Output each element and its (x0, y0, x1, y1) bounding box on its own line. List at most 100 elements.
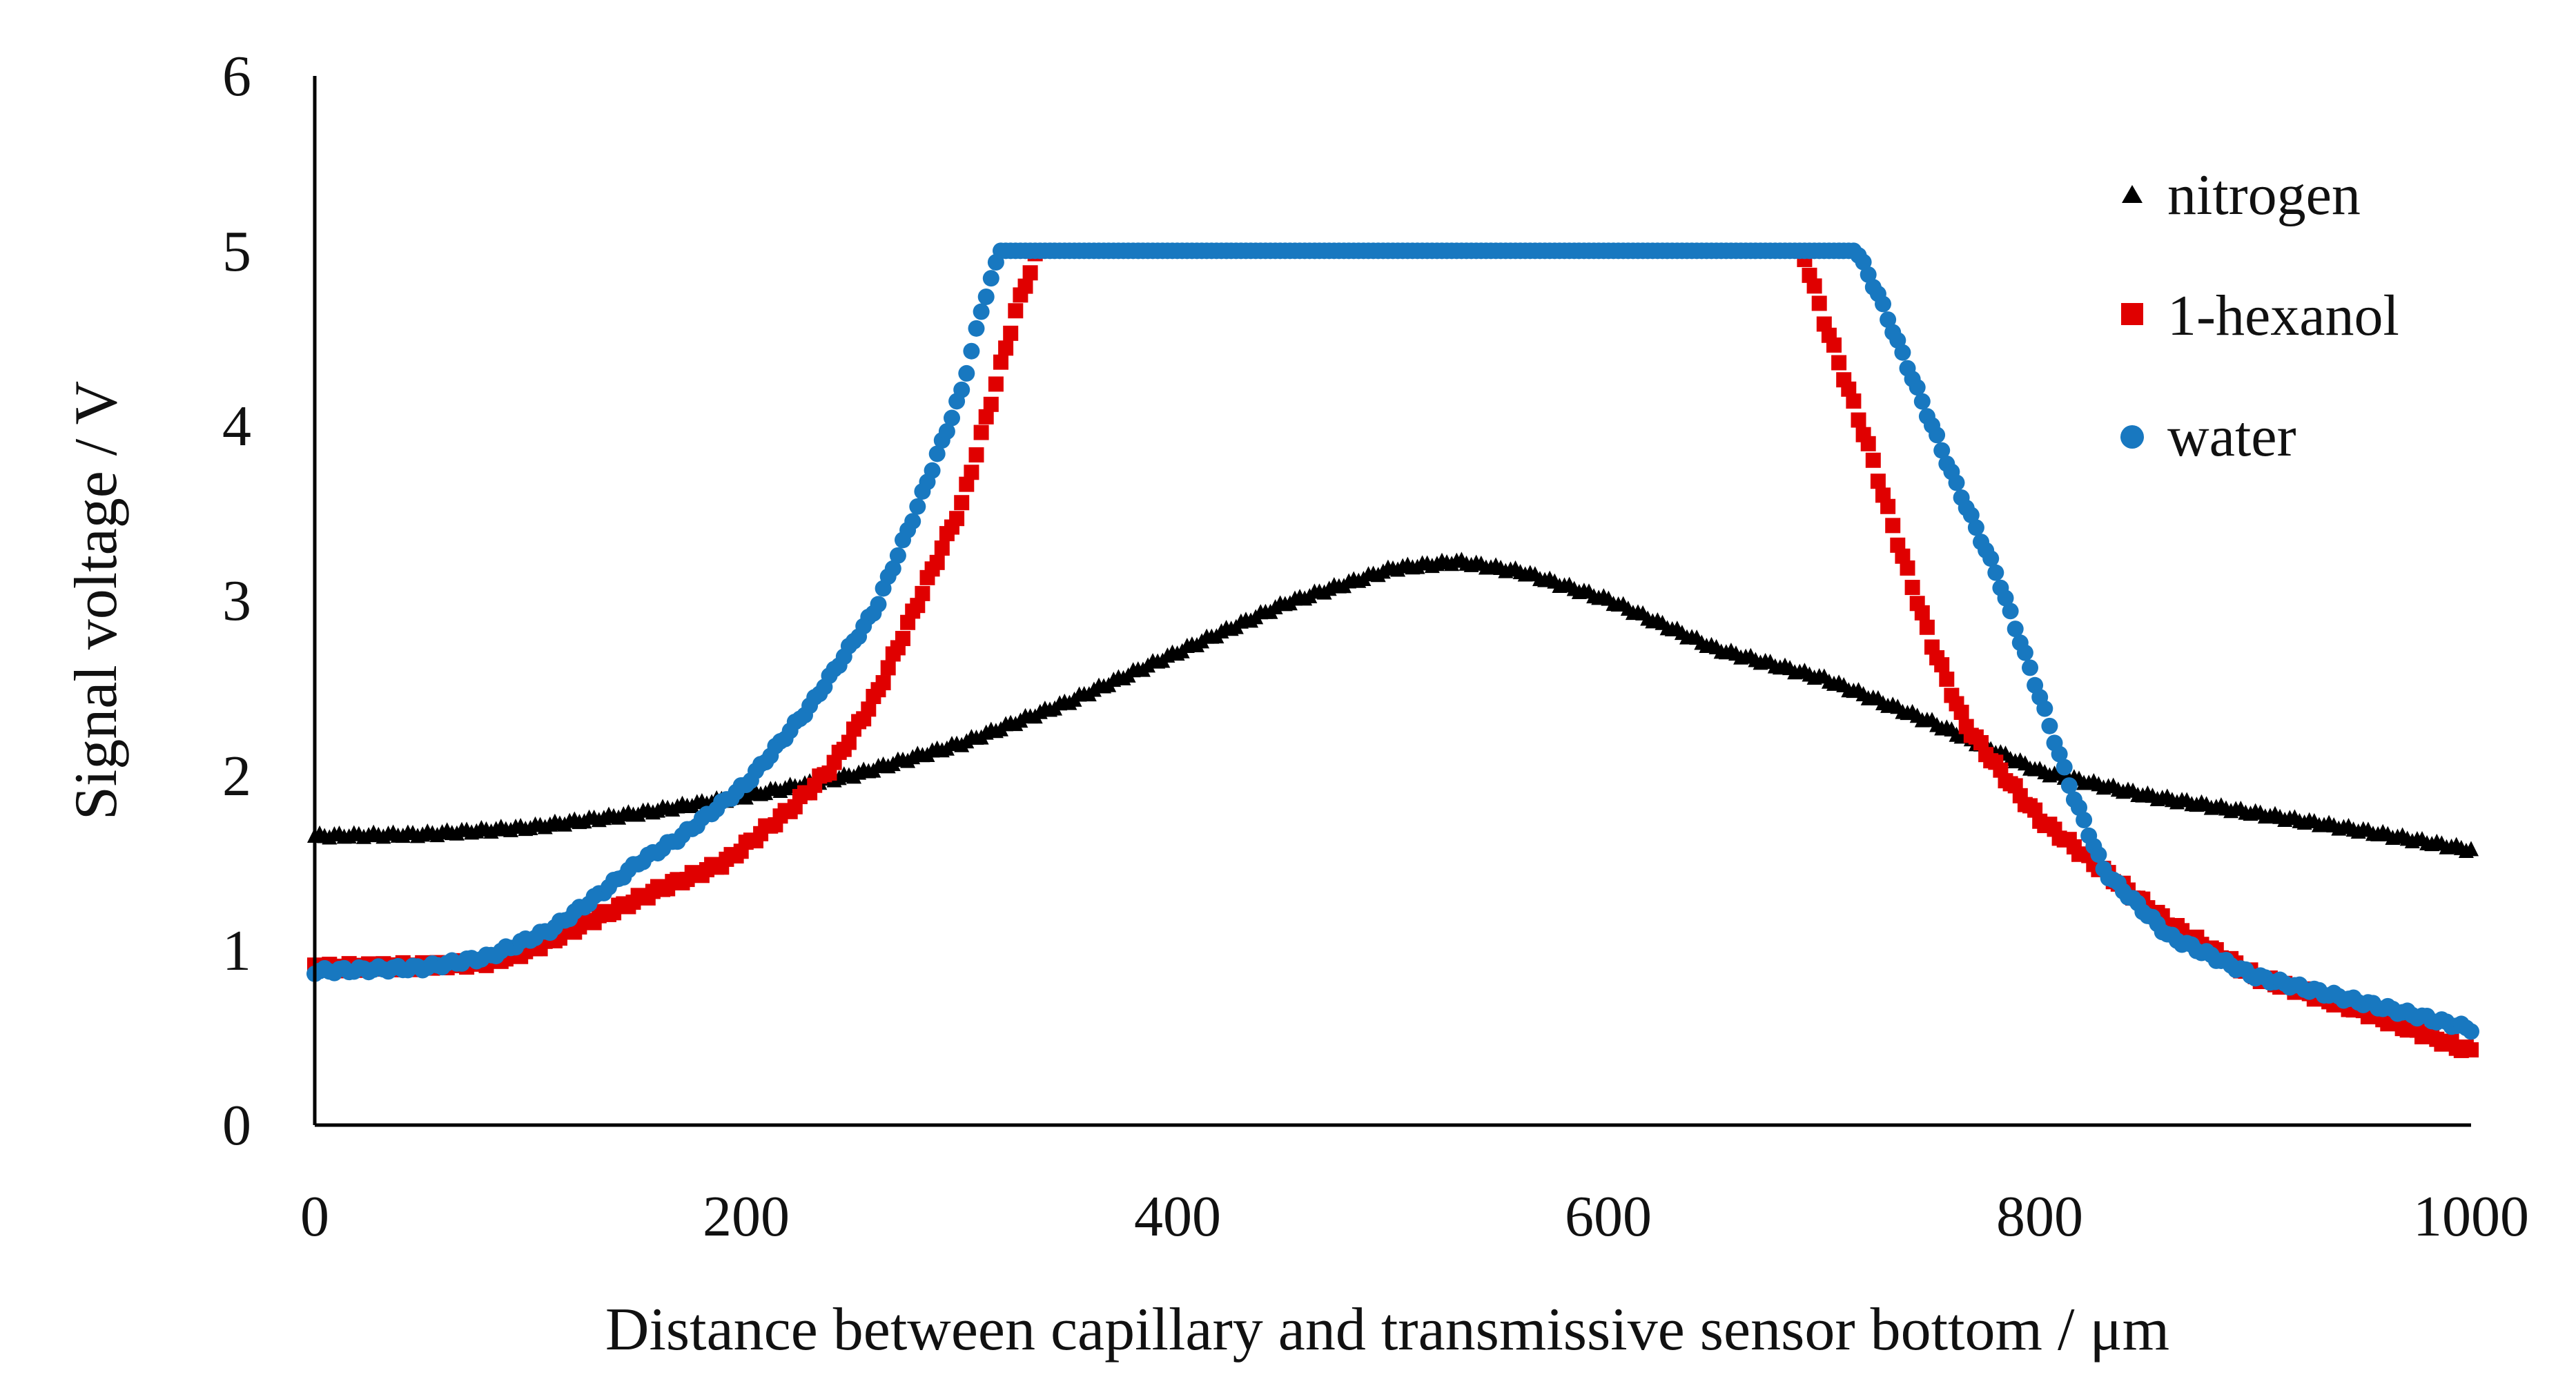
data-point-water (2076, 811, 2093, 828)
x-tick-label: 0 (300, 1184, 329, 1249)
data-point-1-hexanol (973, 424, 989, 440)
data-point-1-hexanol (1880, 498, 1896, 514)
data-point-1-hexanol (1826, 337, 1842, 353)
data-point-water (924, 462, 941, 479)
data-point-1-hexanol (1806, 278, 1822, 294)
data-point-water (928, 445, 946, 462)
data-point-1-hexanol (1870, 474, 1886, 489)
x-tick-label: 200 (703, 1184, 790, 1249)
data-point-water (2016, 644, 2033, 661)
data-point-water (944, 409, 960, 427)
x-tick-label: 600 (1565, 1184, 1652, 1249)
data-point-water (1948, 474, 1965, 491)
data-point-water (1933, 442, 1951, 459)
x-axis-title: Distance between capillary and transmiss… (605, 1296, 2169, 1363)
data-point-1-hexanol (1017, 278, 1033, 294)
data-point-water (1982, 550, 2000, 567)
data-point-1-hexanol (1973, 735, 1989, 751)
data-point-1-hexanol (1022, 265, 1038, 281)
data-point-1-hexanol (959, 476, 975, 492)
data-point-1-hexanol (861, 701, 877, 717)
data-point-1-hexanol (880, 660, 896, 676)
data-point-1-hexanol (1831, 355, 1847, 371)
data-point-water (1894, 344, 1911, 361)
data-point-water (2463, 1023, 2479, 1040)
data-point-water (2002, 603, 2019, 620)
x-tick-label: 1000 (2413, 1184, 2529, 1249)
data-point-1-hexanol (875, 675, 891, 691)
data-point-1-hexanol (1860, 436, 1876, 451)
data-point-water (2060, 777, 2078, 794)
data-point-water (2036, 700, 2053, 717)
data-point-1-hexanol (978, 409, 994, 424)
legend-label-water: water (2167, 404, 2296, 469)
data-point-1-hexanol (1900, 560, 1915, 576)
data-point-1-hexanol (1914, 605, 1930, 621)
data-point-water (963, 342, 980, 360)
y-tick-label: 0 (222, 1093, 251, 1158)
x-tick-label: 400 (1134, 1184, 1221, 1249)
series-water (306, 242, 2479, 1040)
data-point-water (1962, 507, 1980, 524)
data-point-1-hexanol (1811, 295, 1827, 311)
data-point-water (870, 596, 887, 613)
data-point-1-hexanol (2463, 1042, 2479, 1057)
x-tick-labels: 0 200 400 600 800 1000 (300, 1184, 2529, 1249)
data-point-1-hexanol (1919, 619, 1935, 635)
data-point-1-hexanol (1841, 381, 1857, 397)
data-point-1-hexanol (1895, 548, 1911, 564)
data-point-1-hexanol (895, 631, 910, 647)
data-point-1-hexanol (983, 396, 999, 412)
data-point-1-hexanol (1003, 325, 1019, 341)
data-point-1-hexanol (1939, 672, 1955, 687)
data-point-water (904, 513, 921, 530)
x-tick-label: 800 (1996, 1184, 2083, 1249)
data-point-water (982, 270, 999, 287)
legend-label-1-hexanol: 1-hexanol (2167, 284, 2399, 348)
data-point-1-hexanol (964, 465, 979, 480)
legend: nitrogen 1-hexanol water (2120, 163, 2399, 469)
data-point-water (1987, 564, 2004, 581)
data-point-water (2041, 717, 2058, 734)
data-point-water (968, 320, 985, 337)
y-tick-label: 1 (222, 919, 251, 983)
y-tick-label: 6 (222, 44, 251, 108)
legend-label-nitrogen: nitrogen (2167, 163, 2361, 227)
data-point-water (889, 547, 906, 564)
data-point-water (1929, 427, 1946, 444)
y-tick-label: 3 (222, 569, 251, 633)
data-point-water (973, 303, 990, 320)
legend-marker-nitrogen (2122, 185, 2143, 203)
data-point-water (958, 364, 975, 382)
data-point-water (2051, 745, 2068, 763)
data-point-1-hexanol (998, 340, 1014, 356)
data-point-1-hexanol (1934, 657, 1950, 673)
legend-marker-1-hexanol (2121, 303, 2143, 325)
y-tick-labels: 0 1 2 3 4 5 6 (222, 44, 251, 1158)
data-point-water (2090, 846, 2107, 863)
data-point-1-hexanol (954, 495, 970, 511)
data-point-1-hexanol (1851, 412, 1866, 428)
data-point-water (1967, 519, 1984, 536)
data-point-1-hexanol (841, 734, 857, 750)
data-point-water (1855, 253, 1872, 271)
data-point-1-hexanol (1008, 303, 1024, 319)
y-axis-title: Signal voltage / V (63, 381, 130, 820)
data-point-water (884, 560, 901, 577)
series-1-hexanol (307, 243, 2479, 1058)
data-point-1-hexanol (1865, 452, 1881, 468)
data-point-1-hexanol (910, 598, 926, 614)
data-point-1-hexanol (1846, 393, 1862, 409)
data-point-water (1909, 379, 1926, 396)
y-tick-label: 4 (222, 394, 251, 458)
data-point-water (953, 381, 970, 398)
y-tick-label: 2 (222, 744, 251, 808)
legend-marker-water (2120, 425, 2144, 449)
data-point-1-hexanol (1885, 518, 1901, 534)
data-point-1-hexanol (968, 447, 984, 462)
data-point-1-hexanol (1953, 704, 1969, 720)
data-point-1-hexanol (949, 511, 965, 527)
data-point-water (2007, 621, 2024, 638)
data-point-water (909, 498, 926, 515)
